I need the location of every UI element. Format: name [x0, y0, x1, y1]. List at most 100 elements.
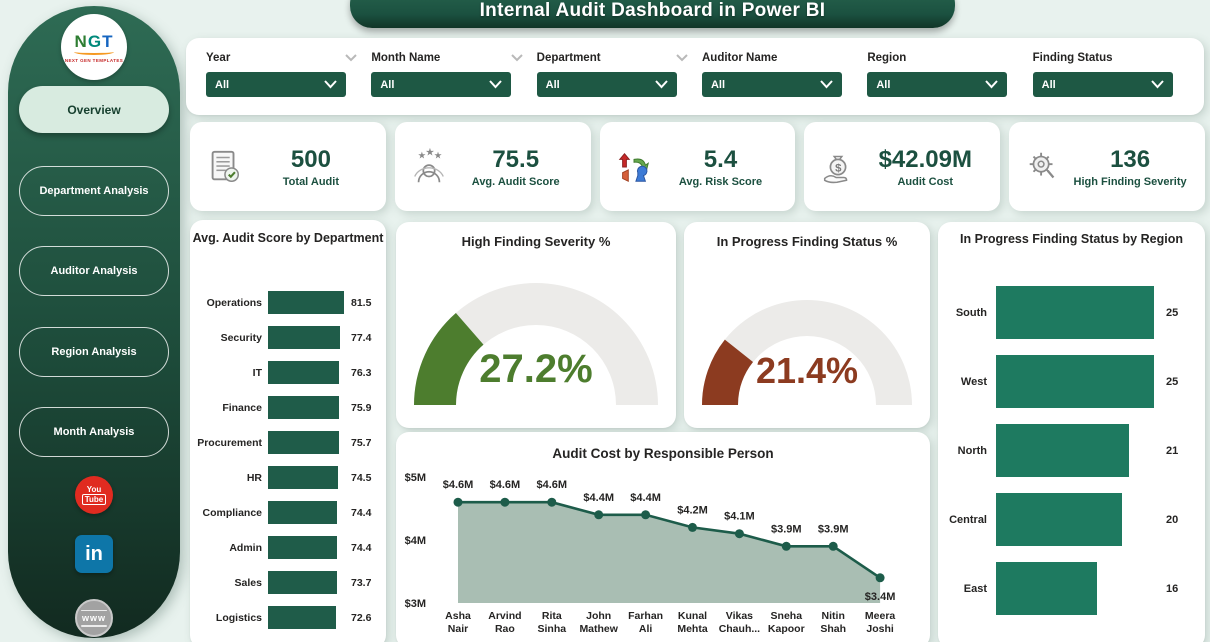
dept-bar-row: Operations 81.5	[194, 285, 384, 320]
category-label: East	[963, 582, 987, 595]
gauge-fill[interactable]	[414, 312, 484, 405]
high-finding-severity-gauge: High Finding Severity % 27.2%	[396, 222, 676, 428]
dept-bar[interactable]	[268, 361, 340, 384]
x-axis-label: Meera	[865, 610, 896, 622]
x-axis-label: Kunal	[678, 610, 707, 622]
kpi-label: Audit Cost	[897, 175, 954, 188]
sidebar-item-auditor-analysis[interactable]: Auditor Analysis	[19, 246, 169, 296]
region-bar[interactable]	[996, 493, 1123, 546]
auditor-name-dropdown[interactable]: All	[701, 72, 842, 97]
kpi-value: 75.5	[492, 145, 540, 173]
category-label: Sales	[234, 576, 262, 589]
sidebar-item-region-analysis[interactable]: Region Analysis	[19, 327, 169, 377]
value-label: 77.4	[351, 331, 372, 344]
month-name-dropdown[interactable]: All	[371, 72, 512, 97]
dept-bar-row: Admin 74.4	[194, 530, 384, 565]
data-point[interactable]	[828, 541, 838, 551]
chevron-down-icon	[985, 80, 999, 89]
data-point[interactable]	[734, 529, 744, 539]
dept-bar[interactable]	[268, 326, 341, 349]
area-fill	[458, 502, 881, 603]
region-bar-row: West 25	[944, 347, 1203, 416]
dept-bar[interactable]	[268, 466, 338, 489]
chevron-down-icon[interactable]	[345, 54, 358, 62]
finding-status-dropdown[interactable]: All	[1032, 72, 1173, 97]
x-axis-label: Chauh...	[719, 623, 760, 635]
dept-bar[interactable]	[268, 536, 338, 559]
sidebar-item-month-analysis[interactable]: Month Analysis	[19, 407, 169, 457]
data-point[interactable]	[594, 510, 604, 520]
region-bar[interactable]	[996, 562, 1098, 615]
area-chart-plot[interactable]: $5M $4M $3M $4.6M Asha Nair $4.6M Arvind Rao $4.6…	[396, 432, 930, 642]
region-bars: South 25 West 25 North 21 Central 20 East 16	[944, 278, 1203, 623]
data-point[interactable]	[453, 497, 463, 507]
sidebar: NGT NEXT GEN TEMPLATES Overview Departme…	[8, 6, 180, 638]
value-label: 73.7	[351, 576, 372, 589]
dept-bar-row: Logistics 72.6	[194, 600, 384, 635]
region-dropdown[interactable]: All	[867, 72, 1008, 97]
data-label: $4.4M	[630, 492, 661, 504]
linkedin-icon[interactable]: in	[75, 535, 113, 573]
region-bar[interactable]	[996, 286, 1154, 339]
region-bar-row: East 16	[944, 554, 1203, 623]
score-stars-person-icon: ★ ★ ★	[407, 148, 451, 186]
gauge-value: 21.4%	[755, 350, 859, 391]
svg-text:★: ★	[434, 150, 443, 161]
x-axis-label: John	[586, 610, 611, 622]
dept-bar[interactable]	[268, 291, 344, 314]
data-point[interactable]	[688, 522, 697, 532]
category-label: North	[957, 444, 987, 457]
data-point[interactable]	[875, 573, 885, 583]
x-axis-label: Mehta	[677, 623, 707, 635]
kpi-row: 500 Total Audit ★ ★ ★ 75.5 Avg. Audit Scor…	[190, 122, 1205, 211]
data-point[interactable]	[641, 510, 651, 520]
ngt-logo-subtext: NEXT GEN TEMPLATES	[64, 57, 124, 63]
value-label: 75.9	[351, 401, 372, 414]
region-bar[interactable]	[996, 355, 1154, 408]
gauge-fill[interactable]	[702, 339, 754, 405]
department-dropdown[interactable]: All	[536, 72, 677, 97]
category-label: Finance	[222, 401, 262, 414]
chevron-down-icon	[820, 80, 833, 89]
year-dropdown[interactable]: All	[206, 72, 346, 97]
dept-bar[interactable]	[268, 606, 336, 629]
youtube-icon[interactable]: You Tube	[75, 476, 113, 514]
value-label: 76.3	[351, 366, 372, 379]
sidebar-item-department-analysis[interactable]: Department Analysis	[19, 166, 169, 216]
data-point[interactable]	[547, 497, 557, 507]
gauge-arc[interactable]	[696, 289, 918, 412]
sidebar-item-overview[interactable]: Overview	[19, 86, 169, 133]
gauge-arc[interactable]	[408, 273, 664, 412]
category-label: Procurement	[197, 436, 262, 449]
region-bar[interactable]	[996, 424, 1129, 477]
category-label: Logistics	[215, 611, 262, 624]
svg-text:★: ★	[425, 148, 434, 159]
dept-bar-row: Security 77.4	[194, 320, 384, 355]
gauge-value: 27.2%	[479, 347, 593, 391]
dept-bar[interactable]	[268, 431, 339, 454]
kpi-label: Total Audit	[282, 175, 339, 188]
dept-bar[interactable]	[268, 396, 339, 419]
dashboard-title-banner: Internal Audit Dashboard in Power BI	[350, 0, 955, 28]
dept-bars: Operations 81.5 Security 77.4 IT 76.3 Finance 7…	[194, 285, 384, 635]
x-axis-label: Joshi	[866, 623, 894, 635]
data-label: $4.6M	[443, 479, 474, 491]
dept-bar[interactable]	[268, 501, 338, 524]
category-label: Central	[949, 513, 987, 526]
category-label: Operations	[206, 296, 262, 309]
y-axis-tick: $4M	[405, 535, 426, 547]
dept-bar[interactable]	[268, 571, 337, 594]
data-point[interactable]	[781, 541, 791, 551]
data-point[interactable]	[500, 497, 510, 507]
website-globe-icon[interactable]: www	[75, 599, 113, 637]
severity-gear-icon	[1021, 148, 1065, 186]
hand-money-icon: $	[816, 148, 860, 186]
chevron-down-icon	[1150, 80, 1164, 89]
filter-month-name: Month Name All	[371, 51, 523, 115]
in-progress-finding-status-gauge: In Progress Finding Status % 21.4%	[684, 222, 930, 428]
chevron-down-icon[interactable]	[676, 54, 688, 62]
data-label: $3.4M	[865, 591, 896, 603]
chevron-down-icon[interactable]	[510, 54, 523, 62]
dept-bar-row: Sales 73.7	[194, 565, 384, 600]
